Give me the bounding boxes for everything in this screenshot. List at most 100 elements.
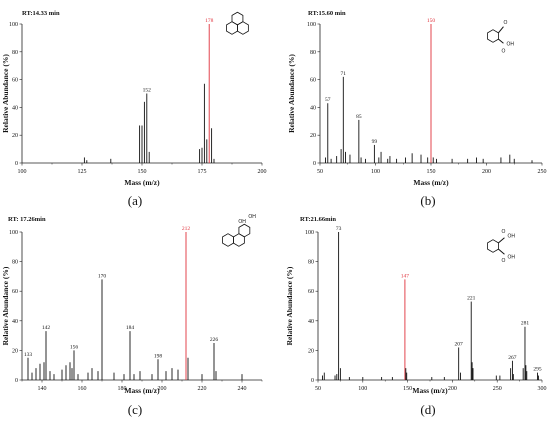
retention-time-label: RT:14.33 min [22,10,60,17]
retention-time-label: RT:21.66min [300,216,336,223]
x-tick-label: 100 [371,169,380,175]
y-tick-label: 40 [12,319,18,325]
y-tick-label: 100 [9,230,18,236]
x-tick-label: 200 [448,386,457,392]
y-tick-label: 0 [15,161,18,167]
x-tick-label: 100 [18,169,27,175]
peak-label: 226 [210,337,219,343]
y-tick-label: 0 [313,161,316,167]
hydroxyl-label: OH [506,41,514,47]
y-tick-label: 80 [308,260,314,266]
y-tick-label: 60 [308,289,314,295]
x-tick-label: 50 [317,169,323,175]
x-tick-label: 50 [315,386,321,392]
carbonyl-oxygen-label: O [501,48,505,54]
hydroxyl-label: OH [248,214,256,220]
peak-label: 207 [455,341,464,347]
spectrum-panel-b: RT:15.60 min 0 20 40 60 80 100 50 100 150 200 250 Ma… [287,10,547,208]
spectrum-panel-c: RT: 17.26min 0 20 40 60 80 100 140 160 180 200 220 2… [1,214,263,417]
hydroxyl-label: OH [507,234,515,240]
peak-label: 71 [341,71,347,77]
y-tick-label: 0 [311,378,314,384]
y-tick-label: 80 [310,50,316,56]
retention-time-label: RT:15.60 min [308,10,346,17]
peak-label: 147 [401,273,410,279]
y-tick-label: 80 [12,260,18,266]
x-tick-label: 140 [38,386,47,392]
x-tick-label: 250 [493,386,502,392]
y-axis-title: Relative Abundance (%) [287,54,296,133]
ring [238,223,251,238]
peak-label: 267 [508,355,517,361]
x-tick-label: 160 [78,386,87,392]
x-tick-label: 200 [258,169,267,175]
panel-label: (d) [420,402,435,417]
ring [487,29,499,43]
y-tick-label: 100 [9,22,18,28]
peak-label: 57 [325,97,331,103]
x-tick-label: 300 [538,386,547,392]
carbonyl-oxygen-label: O [501,258,505,264]
y-tick-label: 60 [12,289,18,295]
x-tick-label: 180 [118,386,127,392]
x-tick-label: 100 [358,386,367,392]
peak-label: 212 [182,226,191,232]
x-axis-title: Mass (m/z) [124,178,160,187]
hydroxyl-label: OH [507,254,515,260]
x-tick-label: 125 [78,169,87,175]
y-tick-label: 20 [310,133,316,139]
y-tick-label: 20 [12,133,18,139]
bond [498,248,505,255]
bond [498,38,504,44]
y-tick-label: 100 [307,22,316,28]
y-axis-title: Relative Abundance (%) [1,54,10,133]
peak-label: 156 [70,344,79,350]
x-tick-label: 200 [158,386,167,392]
carbonyl-oxygen-label: O [501,229,505,235]
aldehyde-oxygen-label: O [503,20,507,26]
y-tick-label: 0 [15,378,18,384]
peak-label: 99 [372,139,378,145]
peak-label: 198 [154,353,163,359]
peak-label: 152 [143,88,152,94]
y-tick-label: 20 [12,348,18,354]
peak-label: 85 [356,114,362,120]
y-tick-label: 100 [305,230,314,236]
y-tick-label: 60 [12,78,18,84]
spectrum-panel-a: RT:14.33 min 0 20 40 60 80 100 100 125 150 175 200 M… [1,10,267,208]
peak-label: 150 [427,18,436,24]
peak-label: 281 [521,321,530,327]
peak-label: 221 [467,296,476,302]
y-tick-label: 80 [12,50,18,56]
hydroxyl-label: OH [238,219,246,225]
x-tick-label: 240 [238,386,247,392]
y-axis-title: Relative Abundance (%) [1,266,10,345]
x-tick-label: 150 [138,169,147,175]
x-tick-label: 175 [198,169,207,175]
x-tick-label: 220 [198,386,207,392]
ring [222,233,234,247]
x-tick-label: 200 [482,169,491,175]
y-tick-label: 40 [12,105,18,111]
x-axis-title: Mass (m/z) [412,386,448,395]
peak-label: 73 [336,226,342,232]
panel-label: (c) [128,402,142,417]
bond [498,237,505,244]
y-tick-label: 20 [308,348,314,354]
x-tick-label: 150 [427,169,436,175]
y-axis-title: Relative Abundance (%) [285,266,294,345]
ring [487,239,499,253]
panel-label: (a) [128,193,142,208]
x-tick-label: 150 [403,386,412,392]
y-tick-label: 40 [308,319,314,325]
peak-label: 142 [42,325,51,331]
panel-label: (b) [420,193,435,208]
spectrum-panel-d: RT:21.66min 0 20 40 60 80 100 50 100 150 200 250 300… [285,216,547,417]
y-tick-label: 40 [310,105,316,111]
peak-label: 184 [126,325,135,331]
